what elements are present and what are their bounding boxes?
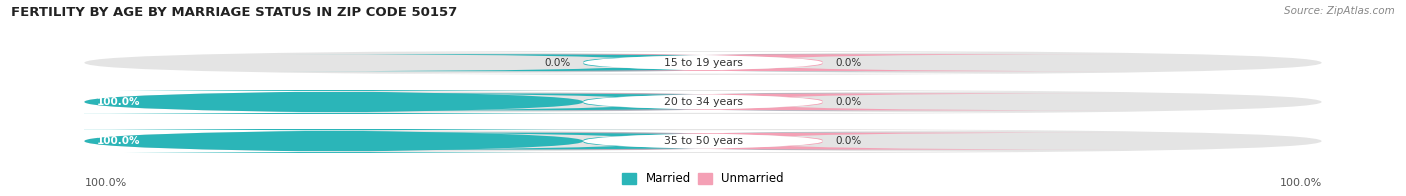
FancyBboxPatch shape (278, 54, 955, 71)
Text: 0.0%: 0.0% (835, 58, 860, 68)
FancyBboxPatch shape (266, 52, 1140, 74)
FancyBboxPatch shape (451, 93, 1128, 110)
Text: 35 to 50 years: 35 to 50 years (664, 136, 742, 146)
FancyBboxPatch shape (0, 90, 703, 114)
Text: 100.0%: 100.0% (1279, 178, 1322, 188)
FancyBboxPatch shape (278, 93, 955, 110)
FancyBboxPatch shape (266, 91, 1140, 113)
Legend: Married, Unmarried: Married, Unmarried (617, 168, 789, 190)
FancyBboxPatch shape (266, 130, 1140, 152)
Text: 100.0%: 100.0% (97, 97, 141, 107)
Text: 0.0%: 0.0% (835, 97, 860, 107)
Text: Source: ZipAtlas.com: Source: ZipAtlas.com (1284, 6, 1395, 16)
Text: FERTILITY BY AGE BY MARRIAGE STATUS IN ZIP CODE 50157: FERTILITY BY AGE BY MARRIAGE STATUS IN Z… (11, 6, 457, 19)
FancyBboxPatch shape (278, 133, 955, 150)
FancyBboxPatch shape (0, 129, 703, 153)
FancyBboxPatch shape (84, 51, 1322, 75)
Text: 15 to 19 years: 15 to 19 years (664, 58, 742, 68)
Text: 100.0%: 100.0% (97, 136, 141, 146)
FancyBboxPatch shape (451, 54, 1128, 71)
FancyBboxPatch shape (84, 90, 1322, 114)
FancyBboxPatch shape (451, 133, 1128, 150)
FancyBboxPatch shape (84, 129, 1322, 153)
Text: 0.0%: 0.0% (546, 58, 571, 68)
Text: 20 to 34 years: 20 to 34 years (664, 97, 742, 107)
Text: 100.0%: 100.0% (84, 178, 127, 188)
Text: 0.0%: 0.0% (835, 136, 860, 146)
